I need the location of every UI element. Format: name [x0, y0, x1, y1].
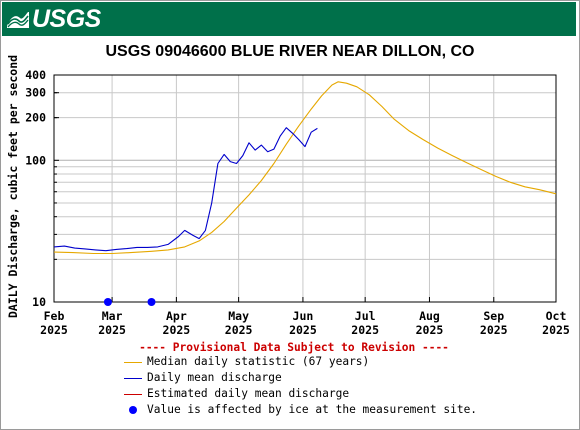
- x-tick-month: Oct: [546, 309, 567, 323]
- x-tick-month: Mar: [102, 309, 123, 323]
- y-tick-label: 10: [32, 295, 46, 309]
- legend-swatch-median: [124, 361, 142, 363]
- usgs-logo[interactable]: USGS: [6, 3, 101, 35]
- legend-item-median: Median daily statistic (67 years): [124, 354, 369, 370]
- x-tick-year: 2025: [289, 323, 317, 337]
- usgs-banner: USGS: [2, 2, 576, 36]
- y-tick-label: 100: [25, 153, 46, 167]
- series-line-daily-mean: [53, 127, 318, 252]
- y-tick-label: 200: [25, 111, 46, 125]
- y-axis-label: DAILY Discharge, cubic feet per second: [6, 55, 20, 318]
- legend-label-estimated: Estimated daily mean discharge: [147, 387, 350, 400]
- x-tick-year: 2025: [163, 323, 191, 337]
- x-tick-year: 2025: [40, 323, 68, 337]
- ice-marker-point: [103, 298, 112, 306]
- legend-swatch-daily-mean: [124, 377, 142, 379]
- x-tick-month: Jul: [355, 309, 376, 323]
- x-tick-year: 2025: [416, 323, 444, 337]
- x-tick-year: 2025: [225, 323, 253, 337]
- legend-label-median: Median daily statistic (67 years): [147, 355, 370, 368]
- ice-marker-point: [147, 298, 156, 306]
- x-tick-month: Feb: [44, 309, 65, 323]
- x-tick-month: Apr: [166, 309, 187, 323]
- discharge-chart: 10100200300400Feb2025Mar2025Apr2025May20…: [6, 55, 570, 337]
- x-tick-month: Jun: [293, 309, 314, 323]
- x-tick-month: May: [228, 309, 249, 323]
- legend-item-daily-mean: Daily mean discharge: [124, 370, 282, 386]
- legend-swatch-ice: [129, 406, 137, 414]
- x-tick-year: 2025: [480, 323, 508, 337]
- legend-label-ice: Value is affected by ice at the measurem…: [147, 403, 478, 416]
- x-tick-year: 2025: [542, 323, 570, 337]
- legend-item-ice: Value is affected by ice at the measurem…: [124, 402, 477, 418]
- legend-swatch-estimated: [124, 393, 142, 395]
- legend-item-estimated: Estimated daily mean discharge: [124, 386, 349, 402]
- usgs-logo-text: USGS: [32, 4, 101, 33]
- plot-area: [53, 74, 557, 303]
- usgs-wave-icon: [7, 12, 29, 28]
- x-tick-year: 2025: [98, 323, 126, 337]
- x-tick-month: Aug: [419, 309, 440, 323]
- provisional-note: ---- Provisional Data Subject to Revisio…: [139, 341, 449, 354]
- series-line-median: [53, 81, 557, 255]
- legend: ---- Provisional Data Subject to Revisio…: [0, 340, 580, 416]
- y-tick-label: 400: [25, 68, 46, 82]
- x-tick-month: Sep: [483, 309, 504, 323]
- y-tick-label: 300: [25, 86, 46, 100]
- chart-title: USGS 09046600 BLUE RIVER NEAR DILLON, CO: [105, 43, 475, 60]
- legend-label-daily-mean: Daily mean discharge: [147, 371, 282, 384]
- x-tick-year: 2025: [351, 323, 379, 337]
